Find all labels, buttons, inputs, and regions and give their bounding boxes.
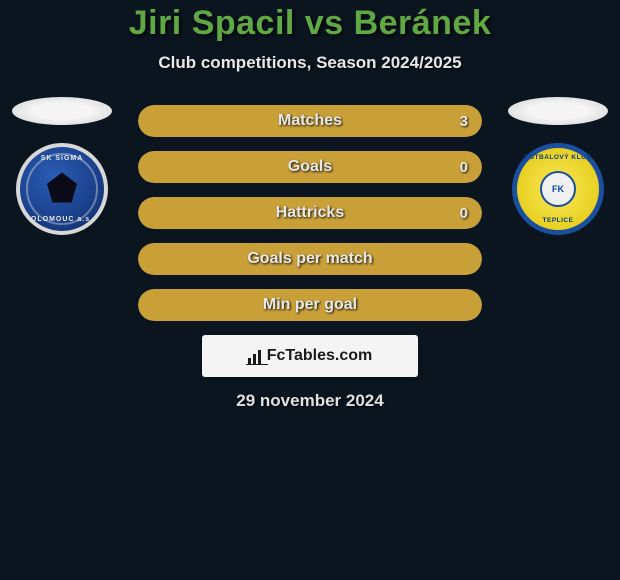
stat-row: Goals per match bbox=[138, 243, 482, 275]
badge-right-inner: FK bbox=[540, 171, 576, 207]
stat-label: Min per goal bbox=[263, 296, 357, 314]
club-badge-right: FOTBALOVÝ KLUB FK TEPLICE bbox=[512, 143, 604, 235]
player-left-avatar-placeholder bbox=[12, 97, 112, 125]
player-right-slot: FOTBALOVÝ KLUB FK TEPLICE bbox=[498, 97, 618, 235]
comparison-arena: SK SIGMA OLOMOUC a.s. FOTBALOVÝ KLUB FK … bbox=[0, 105, 620, 411]
badge-right-ring-top: FOTBALOVÝ KLUB bbox=[525, 154, 592, 161]
comparison-card: Jiri Spacil vs Beránek Club competitions… bbox=[0, 0, 620, 411]
chart-icon bbox=[248, 348, 261, 364]
page-title: Jiri Spacil vs Beránek bbox=[0, 4, 620, 43]
attribution-badge: FcTables.com bbox=[202, 335, 418, 377]
stat-label: Hattricks bbox=[276, 204, 344, 222]
badge-right-ring-bottom: TEPLICE bbox=[543, 217, 574, 224]
stat-value-right: 3 bbox=[460, 113, 468, 130]
stat-row: Matches 3 bbox=[138, 105, 482, 137]
stats-list: Matches 3 Goals 0 Hattricks 0 Goals per match M… bbox=[138, 105, 482, 321]
stat-label: Goals bbox=[288, 158, 332, 176]
player-left-slot: SK SIGMA OLOMOUC a.s. bbox=[2, 97, 122, 235]
attribution-text: FcTables.com bbox=[267, 347, 373, 365]
player-right-avatar-placeholder bbox=[508, 97, 608, 125]
footer-date: 29 november 2024 bbox=[0, 391, 620, 411]
stat-value-right: 0 bbox=[460, 159, 468, 176]
page-subtitle: Club competitions, Season 2024/2025 bbox=[0, 53, 620, 73]
badge-left-ring-bottom: OLOMOUC a.s. bbox=[31, 216, 93, 223]
stat-value-right: 0 bbox=[460, 205, 468, 222]
badge-left-ring-top: SK SIGMA bbox=[41, 155, 84, 162]
club-badge-left: SK SIGMA OLOMOUC a.s. bbox=[16, 143, 108, 235]
stat-row: Hattricks 0 bbox=[138, 197, 482, 229]
stat-label: Matches bbox=[278, 112, 342, 130]
stat-row: Goals 0 bbox=[138, 151, 482, 183]
stat-label: Goals per match bbox=[247, 250, 372, 268]
stat-row: Min per goal bbox=[138, 289, 482, 321]
